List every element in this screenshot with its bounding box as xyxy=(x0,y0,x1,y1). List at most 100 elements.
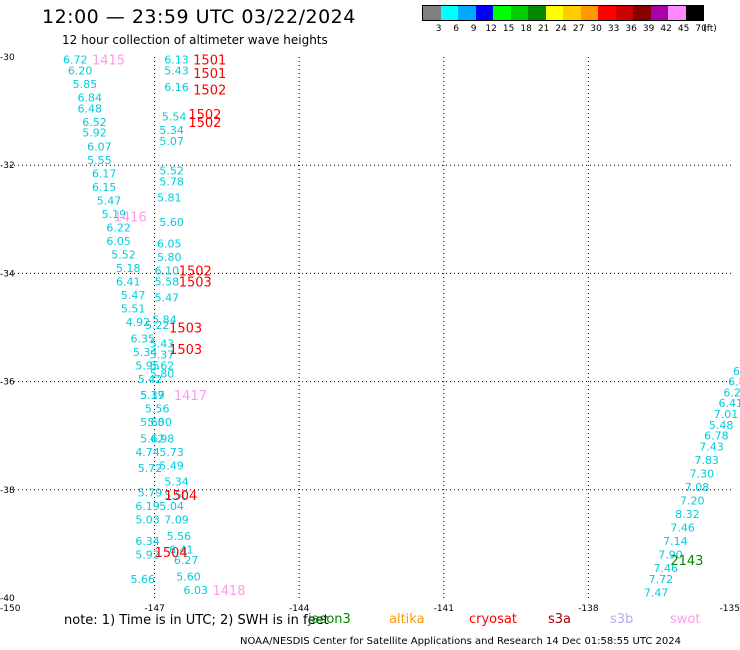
wave-height-label: 5.56 xyxy=(167,530,192,543)
legend-unit: (ft) xyxy=(703,24,717,34)
orbit-number-label: 1503 xyxy=(179,276,212,291)
wave-height-label: 5.72 xyxy=(138,462,163,475)
legend-swatch xyxy=(528,6,546,20)
legend-swatch xyxy=(510,6,528,20)
legend-swatches xyxy=(422,5,704,21)
wave-height-label: 5.51 xyxy=(121,303,146,316)
wave-height-label: 5.66 xyxy=(131,573,156,586)
legend-swatch xyxy=(650,6,668,20)
orbit-number-label: 1417 xyxy=(174,389,207,404)
wave-height-label: 6.2 xyxy=(723,386,740,399)
wave-height-label: 5.62 xyxy=(140,432,165,445)
orbit-number-label: 1503 xyxy=(169,322,202,337)
legend-swatch xyxy=(440,6,458,20)
wave-height-label: 4.74 xyxy=(135,446,160,459)
wave-height-label: 5.43 xyxy=(164,65,189,78)
orbit-number-label: 1502 xyxy=(179,265,212,280)
legend-label: 36 xyxy=(625,24,637,34)
satellite-s3a: s3a xyxy=(548,612,572,627)
wave-height-label: 5.43 xyxy=(150,338,175,351)
wave-height-label: 7.30 xyxy=(690,468,715,481)
wave-height-label: 5.07 xyxy=(159,135,184,148)
wave-height-label: 5.56 xyxy=(145,403,170,416)
wave-height-label: 7.46 xyxy=(653,562,678,575)
wave-height-label: 4.92 xyxy=(126,316,150,329)
legend-label: 6 xyxy=(453,24,459,34)
wave-height-label: 7.83 xyxy=(694,454,719,467)
wave-height-label: 7.20 xyxy=(680,495,705,508)
satellite-jason3: jason3 xyxy=(308,612,351,627)
wave-height-label: 7.14 xyxy=(663,535,688,548)
wave-height-label: 6.10 xyxy=(155,265,180,278)
legend-label: 18 xyxy=(520,24,532,34)
wave-height-label: 6.41 xyxy=(116,276,141,289)
wave-height-label: 6.41 xyxy=(169,543,194,556)
wave-height-label: 5.19 xyxy=(140,389,165,402)
orbit-number-label: 1501 xyxy=(193,54,226,69)
legend-label: 70 xyxy=(695,24,707,34)
wave-height-label: 5.62 xyxy=(150,359,175,372)
orbit-number-label: 1416 xyxy=(114,211,147,226)
wave-height-label: 5.52 xyxy=(159,165,184,178)
wave-height-label: 5.81 xyxy=(157,192,182,205)
wave-height-label: 5.54 xyxy=(162,111,187,124)
wave-height-label: 5.34 xyxy=(133,346,158,359)
legend-labels: 3 6 9 12 15 18 21 24 27 30 33 36 39 42 45 70 (ft) xyxy=(422,21,717,35)
lon-tick-label: -147 xyxy=(144,604,164,614)
legend-label: 30 xyxy=(590,24,602,34)
wave-height-label: 5.92 xyxy=(82,127,107,140)
wave-height-label: 5.50 xyxy=(147,416,172,429)
legend-swatch xyxy=(563,6,581,20)
wave-height-label: 5.50 xyxy=(164,489,189,502)
wave-height-label: 5.47 xyxy=(155,292,180,305)
wave-height-label: 7.72 xyxy=(649,573,674,586)
wave-height-label: 6.17 xyxy=(92,167,117,180)
wave-height-label: 6.72 xyxy=(63,54,88,67)
wave-height-label: 6.05 xyxy=(157,238,182,251)
wave-height-label: 7.90 xyxy=(658,549,683,562)
wave-height-label: 5.03 xyxy=(135,514,160,527)
legend-label: 24 xyxy=(555,24,567,34)
wave-height-label: 5.34 xyxy=(164,476,189,489)
wave-height-label: 5.48 xyxy=(709,419,734,432)
axis-labels: -150 -147 -144 -141 -138 -135 -30 -32 -34 -36 -38 -… xyxy=(0,53,740,614)
wave-height-label: 5.79 xyxy=(138,487,163,500)
legend-label: 21 xyxy=(537,24,550,34)
wave-height-label: 6.35 xyxy=(131,332,156,345)
lon-tick-label: -144 xyxy=(289,604,310,614)
legend-label: 15 xyxy=(502,24,515,34)
wave-height-label: 7.08 xyxy=(685,481,710,494)
legend-swatch xyxy=(580,6,598,20)
legend-label: 39 xyxy=(642,24,655,34)
legend-label: 12 xyxy=(485,24,497,34)
wave-height-label: 6.34 xyxy=(135,535,160,548)
legend-swatch xyxy=(545,6,563,20)
wave-height-label: 7.43 xyxy=(699,441,724,454)
wave-height-label: 5.80 xyxy=(150,367,175,380)
wave-height-label: 5.52 xyxy=(111,248,136,261)
wave-height-label: 5.78 xyxy=(159,175,184,188)
legend-label: 27 xyxy=(572,24,585,34)
lon-tick-label: -150 xyxy=(0,604,21,614)
wave-height-label: 6.48 xyxy=(77,102,102,115)
wave-height-label: 7.47 xyxy=(644,587,669,600)
legend-swatch xyxy=(615,6,633,20)
lat-tick-label: -38 xyxy=(0,486,15,496)
lat-tick-label: -32 xyxy=(0,161,15,171)
wave-height-label: 5.60 xyxy=(159,216,184,229)
wave-height-label: 6.78 xyxy=(704,430,729,443)
wave-height-label: 5.60 xyxy=(140,416,165,429)
wave-height-label: 6.20 xyxy=(68,65,93,78)
legend-swatch xyxy=(668,6,686,20)
wave-height-label: 5.37 xyxy=(150,349,175,362)
wave-height-label: 8.32 xyxy=(675,508,700,521)
wave-height-label: 6.19 xyxy=(135,500,160,513)
orbit-number-label: 1502 xyxy=(193,83,226,98)
legend-label: 42 xyxy=(660,24,672,34)
satellite-altika: altika xyxy=(389,612,425,627)
wave-height-label: 7.46 xyxy=(670,522,695,535)
orbit-number-label: 1501 xyxy=(193,67,226,82)
satellite-cryosat: cryosat xyxy=(469,612,517,627)
wave-height-label: 5.60 xyxy=(176,570,201,583)
wave-height-label: 6.13 xyxy=(164,54,189,67)
